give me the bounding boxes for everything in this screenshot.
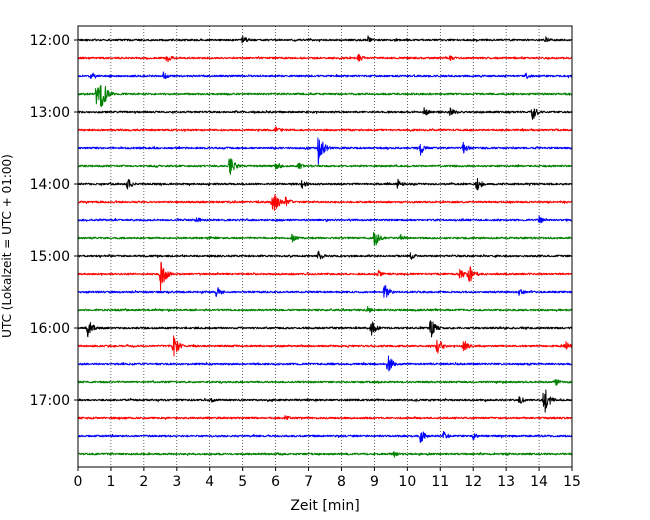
x-tick-label: 11 [431, 474, 449, 490]
y-tick-label: 17:00 [30, 393, 70, 409]
y-axis-label: UTC (Lokalzeit = UTC + 01:00) [0, 154, 14, 338]
trace-line-1315 [77, 126, 573, 133]
x-tick-label: 1 [106, 474, 115, 490]
trace-line-1300 [77, 107, 573, 120]
y-tick-label: 12:00 [30, 33, 70, 49]
trace-line-1245 [77, 84, 573, 108]
trace-line-1430 [77, 215, 573, 224]
x-tick-label: 10 [398, 474, 416, 490]
x-tick-label: 3 [172, 474, 181, 490]
trace-line-1415 [77, 194, 573, 211]
trace-line-1715 [77, 414, 573, 421]
y-axis-ticks: 12:00 13:00 14:00 15:00 16:00 17:00 [30, 33, 78, 409]
y-tick-label: 15:00 [30, 249, 70, 265]
trace-line-1330 [77, 137, 573, 165]
trace-line-1215 [77, 53, 573, 63]
trace-line-1345 [77, 158, 573, 175]
trace-line-1445 [77, 231, 573, 246]
plot-frame [77, 25, 573, 468]
trace-lines [77, 35, 573, 458]
y-tick-label: 13:00 [30, 105, 70, 121]
trace-line-1645 [77, 379, 573, 386]
trace-line-1745 [77, 451, 573, 458]
trace-line-1545 [77, 306, 573, 313]
x-tick-label: 2 [139, 474, 148, 490]
x-tick-label: 14 [530, 474, 548, 490]
trace-line-1230 [77, 71, 573, 80]
trace-line-1600 [77, 320, 573, 338]
trace-line-1515 [77, 261, 573, 291]
x-tick-label: 9 [370, 474, 379, 490]
trace-line-1630 [77, 355, 573, 372]
x-tick-label: 13 [497, 474, 515, 490]
x-tick-label: 0 [74, 474, 83, 490]
trace-line-1730 [77, 430, 573, 444]
x-axis-ticks: 0 1 2 3 4 5 6 7 8 9 10 11 12 13 14 15 [74, 467, 581, 490]
x-axis-label: Zeit [min] [290, 498, 359, 514]
x-tick-label: 12 [464, 474, 482, 490]
trace-line-1530 [77, 284, 573, 298]
y-tick-label: 14:00 [30, 177, 70, 193]
trace-line-1500 [77, 250, 573, 260]
x-tick-label: 4 [205, 474, 214, 490]
trace-line-1615 [77, 335, 573, 357]
x-tick-label: 5 [238, 474, 247, 490]
x-tick-label: 8 [337, 474, 346, 490]
trace-line-1200 [77, 35, 573, 44]
trace-line-1700 [77, 389, 573, 413]
trace-line-1400 [77, 177, 573, 191]
x-tick-label: 7 [304, 474, 313, 490]
x-tick-label: 15 [563, 474, 581, 490]
y-tick-label: 16:00 [30, 321, 70, 337]
x-tick-label: 6 [271, 474, 280, 490]
